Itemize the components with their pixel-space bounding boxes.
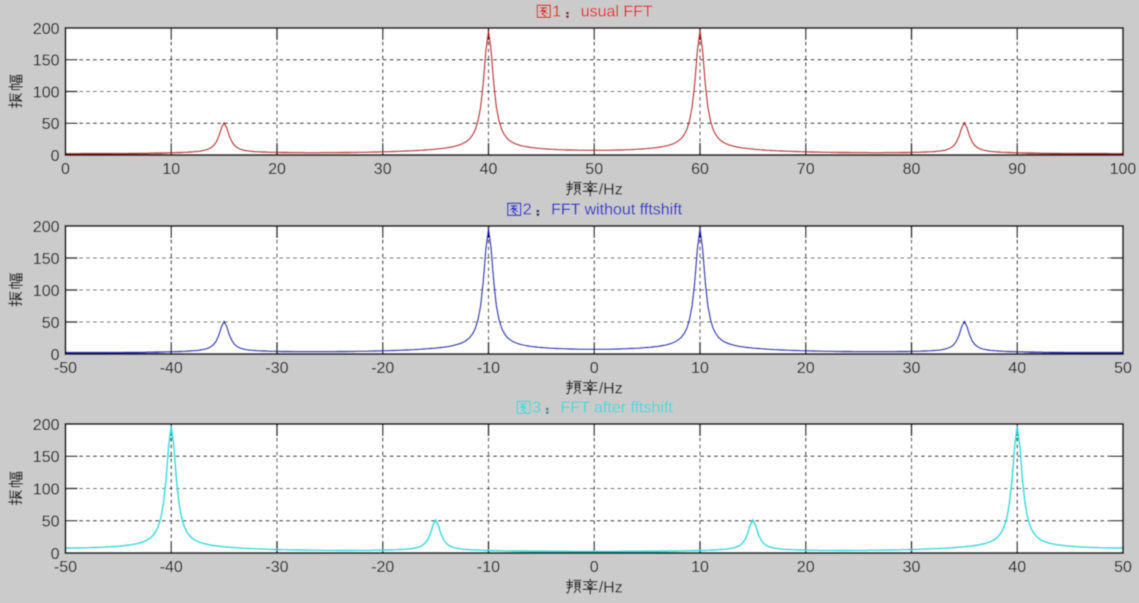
svg-text:-30: -30 [265, 360, 288, 377]
svg-text:20: 20 [797, 559, 815, 576]
svg-text:40: 40 [480, 161, 498, 178]
svg-text:100: 100 [33, 481, 60, 498]
svg-text:-20: -20 [371, 360, 394, 377]
svg-text:30: 30 [903, 559, 921, 576]
svg-text:70: 70 [797, 161, 815, 178]
svg-text:0: 0 [51, 347, 60, 364]
svg-text:80: 80 [903, 161, 921, 178]
svg-text:20: 20 [797, 360, 815, 377]
svg-text:30: 30 [903, 360, 921, 377]
svg-text:0: 0 [51, 546, 60, 563]
svg-text:100: 100 [33, 84, 60, 101]
svg-text:-20: -20 [371, 559, 394, 576]
svg-text:/Hz: /Hz [599, 381, 623, 398]
svg-text:-50: -50 [54, 559, 77, 576]
svg-text:20: 20 [268, 161, 286, 178]
svg-text:90: 90 [1008, 161, 1026, 178]
svg-text:40: 40 [1008, 360, 1026, 377]
svg-text:150: 150 [33, 251, 60, 268]
svg-text:FFT without fftshift: FFT without fftshift [551, 202, 683, 219]
svg-text:50: 50 [42, 315, 60, 332]
svg-text:0: 0 [61, 161, 70, 178]
svg-text:FFT after fftshift: FFT after fftshift [561, 400, 674, 417]
svg-text:2: 2 [523, 202, 532, 219]
svg-text:0: 0 [590, 559, 599, 576]
svg-text:0: 0 [51, 148, 60, 165]
svg-text:-10: -10 [477, 360, 500, 377]
svg-text:100: 100 [1110, 161, 1137, 178]
svg-text:50: 50 [1114, 360, 1132, 377]
svg-text:1: 1 [552, 4, 561, 21]
svg-text:150: 150 [33, 449, 60, 466]
svg-text:-50: -50 [54, 360, 77, 377]
svg-text:60: 60 [691, 161, 709, 178]
svg-text:50: 50 [42, 514, 60, 531]
svg-text:150: 150 [33, 53, 60, 70]
svg-text:200: 200 [33, 417, 60, 434]
svg-text:100: 100 [33, 283, 60, 300]
svg-text:/Hz: /Hz [599, 580, 623, 597]
svg-text:10: 10 [691, 360, 709, 377]
svg-text:50: 50 [585, 161, 603, 178]
svg-text:200: 200 [33, 219, 60, 236]
svg-text:/Hz: /Hz [599, 182, 623, 199]
svg-text:0: 0 [590, 360, 599, 377]
svg-text:200: 200 [33, 21, 60, 38]
svg-text:10: 10 [162, 161, 180, 178]
svg-text:50: 50 [42, 116, 60, 133]
svg-text:30: 30 [374, 161, 392, 178]
svg-text:40: 40 [1008, 559, 1026, 576]
svg-text:-40: -40 [160, 360, 183, 377]
svg-text:3: 3 [532, 400, 541, 417]
svg-text:50: 50 [1114, 559, 1132, 576]
svg-text:-40: -40 [160, 559, 183, 576]
svg-text:10: 10 [691, 559, 709, 576]
svg-text:-30: -30 [265, 559, 288, 576]
svg-text:usual FFT: usual FFT [581, 4, 653, 21]
svg-text:-10: -10 [477, 559, 500, 576]
